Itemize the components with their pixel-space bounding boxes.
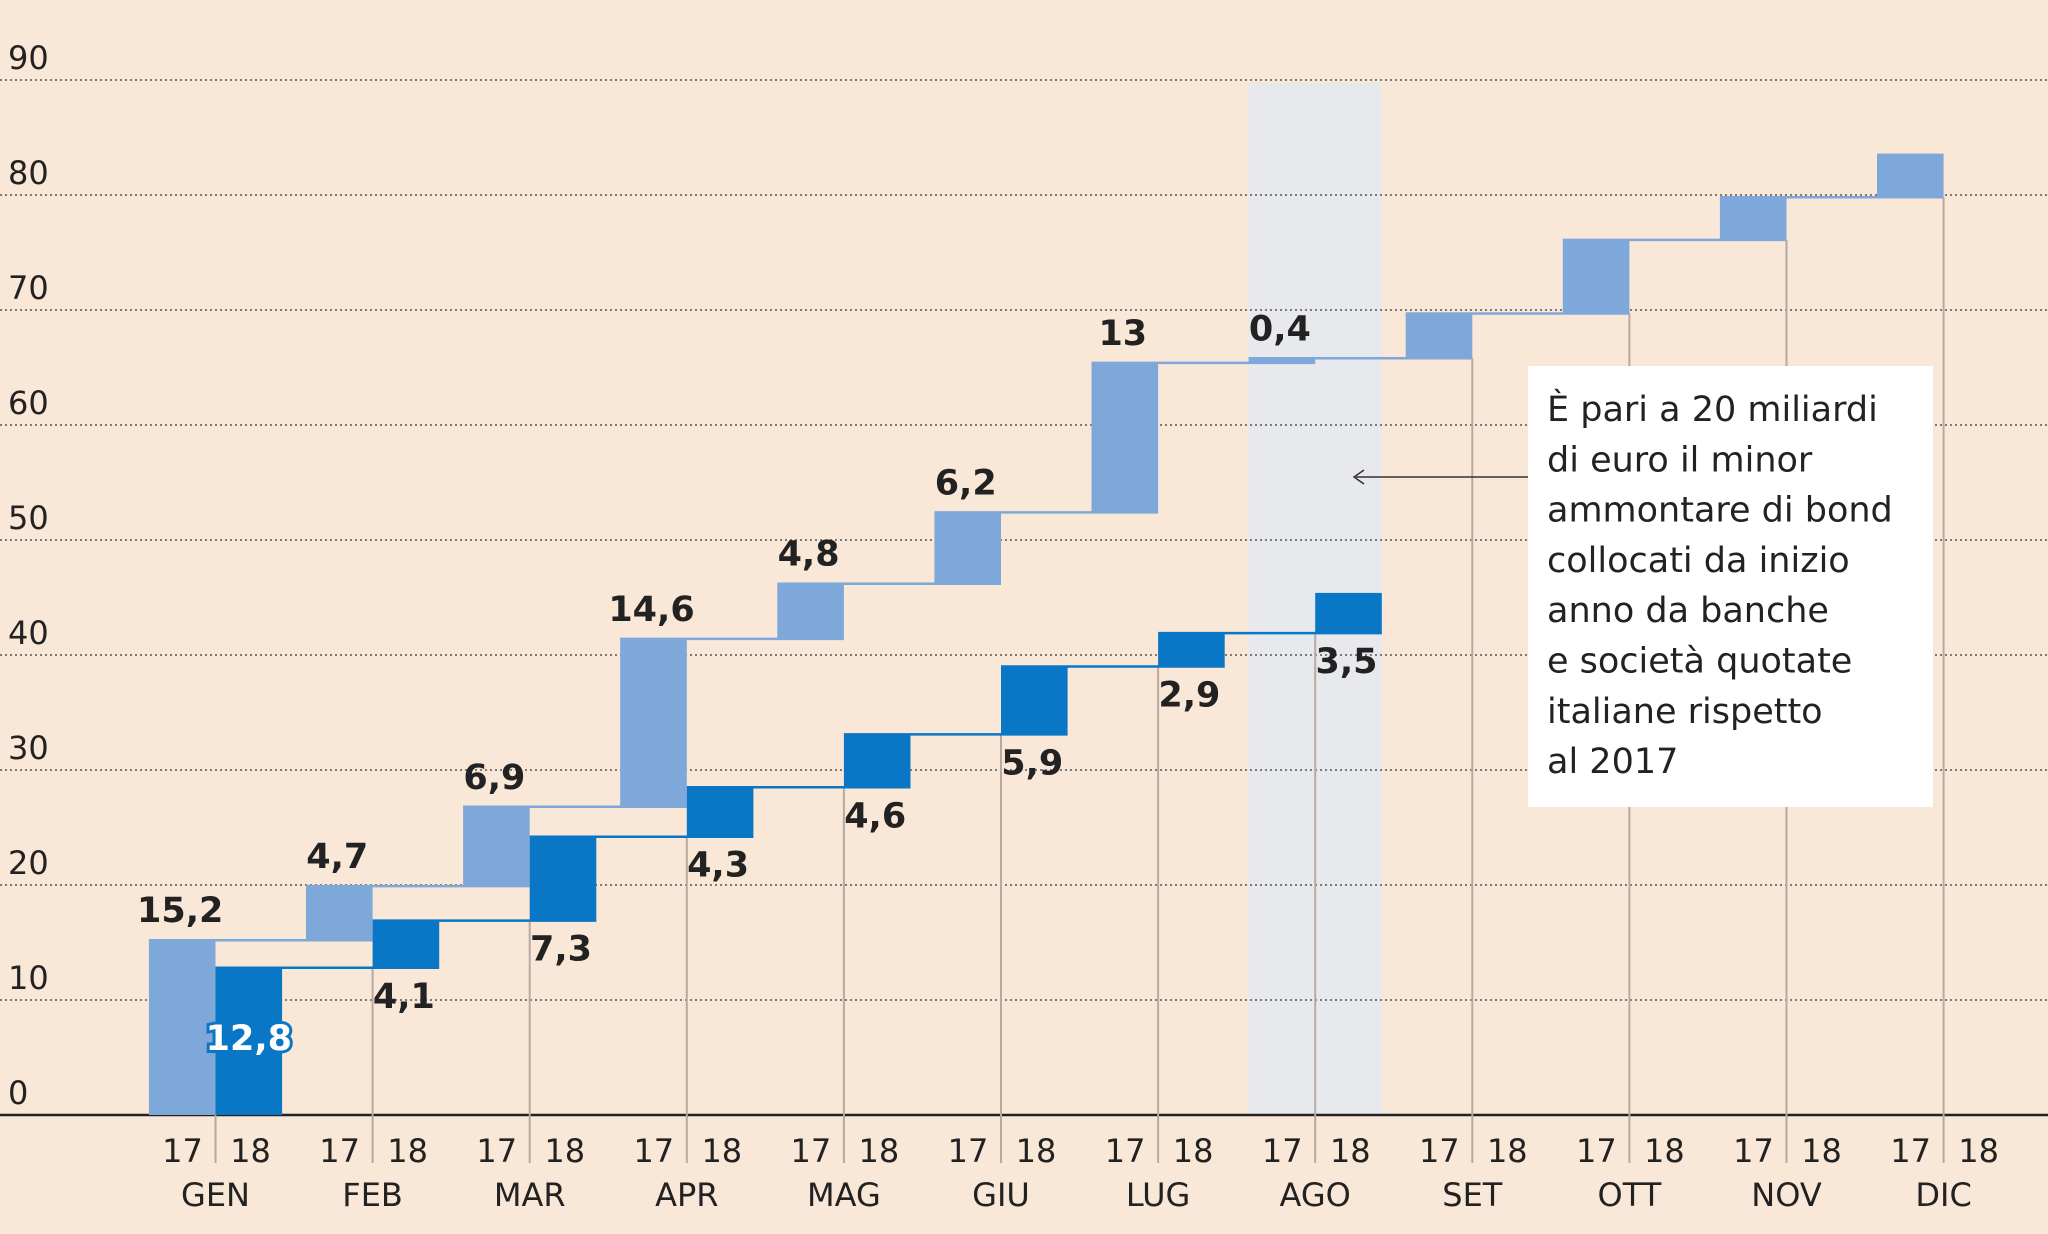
series-label: 18 — [230, 1132, 271, 1170]
value-label: 7,3 — [530, 930, 592, 970]
bar — [1091, 362, 1159, 513]
x-tick-label: LUG — [1126, 1176, 1190, 1214]
value-label: 5,9 — [1001, 743, 1063, 783]
y-tick-label: 20 — [8, 844, 49, 882]
series-label: 17 — [1733, 1132, 1774, 1170]
bar — [1405, 313, 1473, 359]
annotation-text: al 2017 — [1547, 742, 1678, 782]
series-label: 17 — [476, 1132, 517, 1170]
value-label: 4,6 — [844, 796, 906, 836]
x-tick-label: MAR — [494, 1176, 566, 1214]
series-label: 18 — [859, 1132, 900, 1170]
value-label: 15,2 — [137, 891, 223, 931]
bar — [215, 967, 283, 1115]
series-label: 18 — [1958, 1132, 1999, 1170]
bar — [1877, 153, 1944, 198]
series-label: 18 — [1330, 1132, 1371, 1170]
series-label: 18 — [1016, 1132, 1057, 1170]
x-tick-label: NOV — [1751, 1176, 1822, 1214]
annotation-box — [1528, 366, 1933, 807]
y-tick-label: 30 — [8, 729, 49, 767]
value-label: 4,1 — [373, 977, 435, 1017]
y-tick-label: 40 — [8, 614, 49, 652]
x-tick-label: AGO — [1280, 1176, 1351, 1214]
series-label: 18 — [701, 1132, 742, 1170]
bar — [777, 583, 844, 639]
bar — [934, 512, 1001, 584]
x-tick-label: SET — [1442, 1176, 1503, 1214]
x-tick-label: FEB — [342, 1176, 403, 1214]
annotation-text: collocati da inizio — [1547, 541, 1850, 581]
series-label: 17 — [1419, 1132, 1460, 1170]
series-label: 18 — [1173, 1132, 1214, 1170]
annotation-text: ammontare di bond — [1547, 491, 1893, 531]
bar — [148, 940, 216, 1115]
bar — [1001, 666, 1068, 735]
x-tick-label: DIC — [1915, 1176, 1971, 1214]
series-label: 17 — [1262, 1132, 1303, 1170]
bar — [1562, 239, 1630, 314]
value-label: 6,2 — [935, 463, 997, 503]
series-label: 17 — [633, 1132, 674, 1170]
series-label: 17 — [791, 1132, 832, 1170]
bar — [686, 787, 754, 837]
value-label: 14,6 — [608, 590, 694, 630]
series-label: 17 — [1105, 1132, 1146, 1170]
bar — [463, 806, 530, 887]
y-tick-label: 70 — [8, 269, 49, 307]
series-label: 18 — [387, 1132, 428, 1170]
annotation-text: di euro il minor — [1547, 440, 1813, 480]
x-tick-label: GIU — [972, 1176, 1030, 1214]
series-label: 18 — [544, 1132, 585, 1170]
arrow-head — [1352, 469, 1365, 485]
x-tick-label: MAG — [807, 1176, 881, 1214]
y-tick-label: 80 — [8, 154, 49, 192]
series-label: 17 — [1890, 1132, 1931, 1170]
series-label: 17 — [162, 1132, 203, 1170]
bar — [1248, 358, 1316, 363]
bar — [306, 886, 373, 941]
value-label: 4,8 — [778, 535, 840, 575]
y-tick-label: 50 — [8, 499, 49, 537]
bar — [1315, 592, 1382, 634]
annotation-text: anno da banche — [1547, 591, 1829, 631]
series-label: 18 — [1801, 1132, 1842, 1170]
x-tick-label: OTT — [1598, 1176, 1662, 1214]
annotation-text: e società quotate — [1547, 642, 1852, 682]
bar — [620, 638, 687, 807]
series-label: 17 — [948, 1132, 989, 1170]
annotation-text: È pari a 20 miliardi — [1547, 388, 1878, 430]
y-tick-label: 90 — [8, 39, 49, 77]
y-tick-label: 0 — [8, 1074, 28, 1112]
value-label: 0,4 — [1249, 309, 1311, 349]
value-label: 4,3 — [687, 846, 749, 886]
value-label: 4,7 — [306, 837, 368, 877]
y-tick-label: 10 — [8, 959, 49, 997]
x-tick-label: APR — [655, 1176, 718, 1214]
value-label: 2,9 — [1158, 676, 1220, 716]
bar — [1158, 633, 1225, 667]
y-tick-label: 60 — [8, 384, 49, 422]
bar — [529, 836, 597, 921]
value-label: 12,8 — [206, 1019, 292, 1059]
value-label: 13 — [1098, 314, 1147, 354]
annotation-text: italiane rispetto — [1547, 692, 1823, 732]
value-label: 6,9 — [463, 758, 525, 798]
bar — [1719, 197, 1787, 240]
bar — [843, 734, 911, 788]
bar — [372, 920, 440, 968]
series-label: 18 — [1644, 1132, 1685, 1170]
series-label: 17 — [319, 1132, 360, 1170]
series-label: 18 — [1487, 1132, 1528, 1170]
x-tick-label: GEN — [181, 1176, 250, 1214]
series-label: 17 — [1576, 1132, 1617, 1170]
value-label: 3,5 — [1315, 642, 1377, 682]
